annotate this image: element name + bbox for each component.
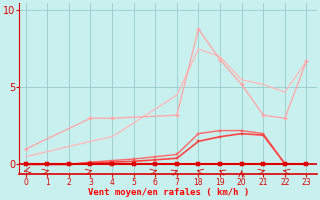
X-axis label: Vent moyen/en rafales ( km/h ): Vent moyen/en rafales ( km/h ) (88, 188, 249, 197)
